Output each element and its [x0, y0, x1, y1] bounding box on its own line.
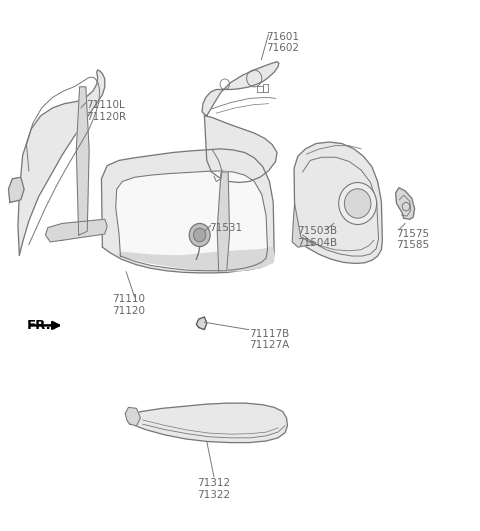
Polygon shape: [125, 407, 140, 426]
Text: 71601
71602: 71601 71602: [266, 32, 299, 53]
Text: 71117B
71127A: 71117B 71127A: [250, 329, 290, 350]
Polygon shape: [116, 171, 267, 271]
Polygon shape: [396, 188, 415, 219]
Text: 71110
71120: 71110 71120: [112, 294, 145, 316]
Polygon shape: [196, 317, 207, 330]
Circle shape: [189, 224, 210, 246]
Polygon shape: [204, 116, 277, 183]
Polygon shape: [127, 403, 288, 442]
Circle shape: [339, 183, 377, 225]
Polygon shape: [9, 177, 24, 202]
Polygon shape: [294, 142, 383, 263]
Text: 71503B
71504B: 71503B 71504B: [297, 226, 337, 247]
Polygon shape: [76, 87, 89, 235]
Text: 71110L
71120R: 71110L 71120R: [86, 100, 126, 122]
Polygon shape: [18, 70, 105, 255]
Polygon shape: [217, 172, 229, 271]
Text: 71531: 71531: [209, 224, 242, 234]
Text: FR.: FR.: [26, 320, 51, 332]
Text: 71575
71585: 71575 71585: [396, 229, 430, 250]
Polygon shape: [292, 203, 313, 247]
Text: 71312
71322: 71312 71322: [197, 478, 230, 500]
Circle shape: [344, 189, 371, 218]
Polygon shape: [117, 247, 274, 271]
Polygon shape: [46, 219, 107, 242]
Polygon shape: [101, 149, 274, 273]
Polygon shape: [202, 62, 279, 116]
Circle shape: [193, 228, 206, 242]
